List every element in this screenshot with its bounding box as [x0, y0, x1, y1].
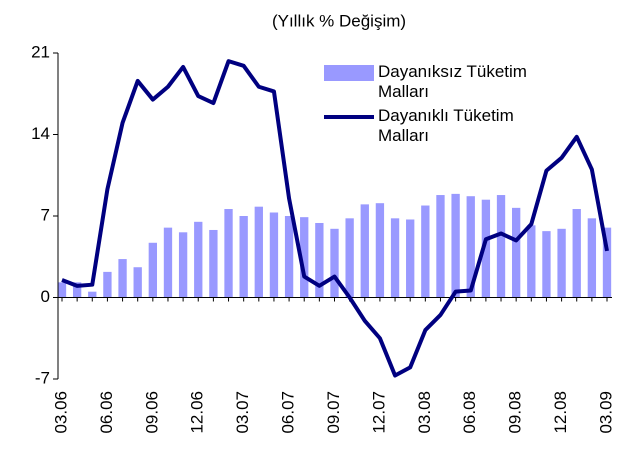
bar [330, 228, 339, 298]
bar [451, 193, 460, 298]
legend-swatch [324, 65, 374, 81]
x-tick-label: 09.06 [142, 391, 161, 434]
bar [527, 225, 536, 298]
bar [224, 209, 233, 298]
bar [466, 196, 475, 298]
bar [88, 291, 97, 298]
bar [178, 232, 188, 298]
legend-label: Dayanıksız Tüketim Malları [378, 62, 527, 101]
x-tick-label: 12.06 [188, 391, 207, 434]
bar [436, 195, 445, 298]
bar [118, 259, 127, 298]
x-tick-label: 12.08 [551, 391, 570, 434]
x-tick-label: 03.08 [415, 391, 434, 434]
y-tick-label: 0 [41, 287, 50, 306]
bar [103, 271, 112, 298]
x-tick-label: 06.08 [460, 391, 479, 434]
bar [315, 222, 324, 298]
bar [194, 221, 203, 298]
bar [360, 204, 369, 298]
y-tick-label: 21 [31, 42, 50, 61]
bar [390, 218, 400, 298]
x-tick-label: 09.07 [324, 391, 343, 434]
x-tick-label: 09.08 [506, 391, 525, 434]
bar [557, 228, 566, 298]
x-tick-label: 06.06 [97, 391, 116, 434]
bar [587, 218, 597, 298]
bar [542, 231, 551, 298]
y-tick-label: -7 [35, 368, 50, 387]
bar [375, 203, 385, 298]
y-tick-label: 14 [31, 124, 50, 143]
bar [239, 216, 248, 298]
legend: Dayanıksız Tüketim Malları Dayanıklı Tüke… [324, 62, 604, 150]
bar [148, 242, 157, 298]
x-tick-label: 03.06 [51, 391, 70, 434]
chart-title: (Yıllık % Değişim) [272, 11, 406, 30]
bar [512, 207, 521, 298]
line [61, 59, 609, 378]
bar [572, 209, 581, 298]
bar [300, 217, 309, 298]
bar [72, 282, 82, 298]
bar [602, 227, 612, 298]
bar [133, 267, 142, 298]
bar [345, 218, 354, 298]
legend-label: Dayanıklı Tüketim Malları [378, 106, 514, 145]
bar [163, 227, 173, 298]
legend-swatch-bar [324, 65, 374, 81]
x-tick-label: 06.07 [279, 391, 298, 434]
legend-item: Dayanıklı Tüketim Malları [324, 106, 604, 146]
bar [209, 229, 218, 298]
legend-item: Dayanıksız Tüketim Malları [324, 62, 604, 102]
bar [269, 212, 279, 298]
y-tick-label: 7 [41, 205, 50, 224]
bar [481, 199, 491, 298]
bar [57, 282, 67, 298]
x-tick-label: 03.09 [596, 391, 615, 434]
x-tick-label: 12.07 [369, 391, 388, 434]
bar [284, 216, 294, 298]
x-tick-label: 03.07 [233, 391, 252, 434]
bar [406, 219, 415, 298]
bar [254, 206, 263, 298]
legend-swatch [324, 115, 374, 119]
bar [496, 195, 506, 298]
bar [421, 205, 430, 298]
